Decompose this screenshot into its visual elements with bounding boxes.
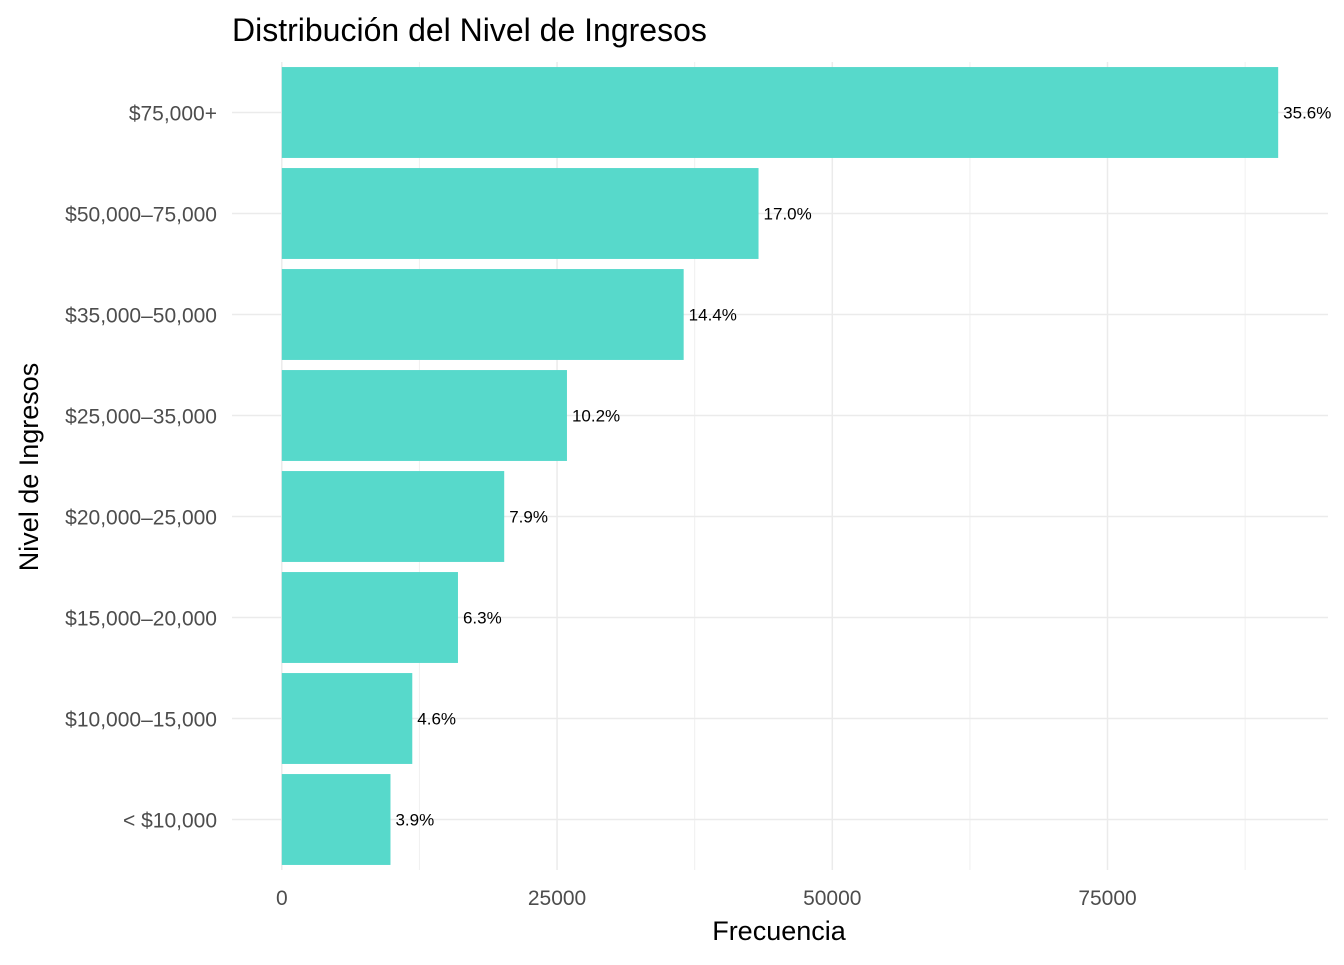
x-tick-label: 0 [276,887,288,910]
y-tick-label: $35,000–50,000 [65,305,217,328]
bar [281,572,458,663]
y-tick-label: < $10,000 [123,810,217,833]
bar [281,471,505,562]
y-tick-label: $50,000–75,000 [65,204,217,227]
data-label: 3.9% [395,811,434,830]
bar [281,269,684,360]
x-tick-label: 25000 [528,887,586,910]
data-label: 4.6% [417,710,456,729]
data-label: 35.6% [1283,104,1331,123]
y-tick-label: $20,000–25,000 [65,507,217,530]
y-tick-label: $15,000–20,000 [65,608,217,631]
x-tick-label: 75000 [1078,887,1136,910]
data-label: 7.9% [509,508,548,527]
y-tick-label: $25,000–35,000 [65,406,217,429]
bar [281,370,567,461]
data-label: 10.2% [572,407,620,426]
bar [281,774,391,865]
bar [281,168,759,259]
x-axis-title: Frecuencia [712,916,847,946]
y-tick-label: $10,000–15,000 [65,709,217,732]
y-axis-title: Nivel de Ingresos [14,363,44,572]
chart-title: Distribución del Nivel de Ingresos [232,12,707,48]
bar [281,673,413,764]
bars: 35.6% 17.0% 14.4% 10.2% 7.9% 6.3% 4.6% 3.9% [281,67,1331,865]
data-label: 17.0% [764,205,812,224]
y-tick-label: $75,000+ [129,103,217,126]
y-tick-labels: $75,000+ $50,000–75,000 $35,000–50,000 $25,… [65,103,217,833]
x-tick-labels: 0 25000 50000 75000 [276,887,1137,910]
data-label: 14.4% [689,306,737,325]
data-label: 6.3% [463,609,502,628]
x-tick-label: 50000 [803,887,861,910]
bar [281,67,1279,158]
